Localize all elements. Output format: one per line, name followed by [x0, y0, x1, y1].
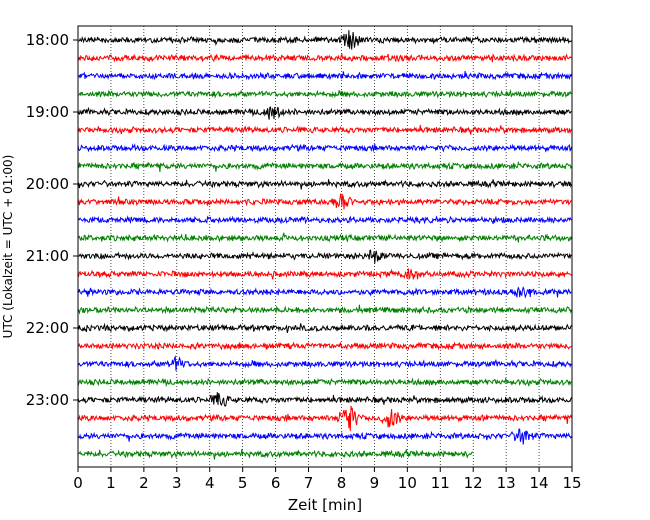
x-tick-label: 9: [370, 474, 380, 492]
trace-line: [77, 106, 572, 120]
trace-line: [77, 322, 572, 334]
trace-line: [77, 142, 572, 153]
trace-line: [77, 355, 572, 371]
trace-line: [77, 52, 572, 63]
trace-line: [77, 286, 572, 299]
y-axis-label: UTC (Lokalzeit = UTC + 01:00): [1, 155, 15, 339]
x-tick-label: 0: [73, 474, 83, 492]
trace-line: [77, 449, 474, 460]
x-tick-label: 6: [271, 474, 281, 492]
trace-line: [77, 377, 572, 388]
plot-frame: [77, 25, 573, 468]
x-tick-label: 11: [431, 474, 450, 492]
trace-line: [77, 124, 572, 135]
trace-line: [77, 71, 572, 81]
x-tick-label: 13: [497, 474, 516, 492]
trace-line: [77, 341, 572, 351]
y-tick-label: 20:00: [26, 175, 69, 193]
trace-line: [77, 192, 572, 210]
x-tick-label: 2: [139, 474, 149, 492]
trace-line: [77, 428, 572, 445]
x-tick-label: 14: [530, 474, 549, 492]
y-axis: 18:00 19:00 20:00 21:00 22:00 23:00: [26, 31, 78, 409]
x-tick-label: 8: [337, 474, 347, 492]
trace-line: [77, 89, 572, 99]
trace-line: [77, 179, 572, 190]
y-tick-label: 21:00: [26, 247, 69, 265]
trace-line: [77, 30, 572, 50]
x-tick-label: 12: [464, 474, 483, 492]
y-tick-label: 23:00: [26, 391, 69, 409]
x-tick-label: 15: [562, 474, 581, 492]
y-tick-label: 22:00: [26, 319, 69, 337]
x-tick-label: 3: [172, 474, 182, 492]
trace-line: [77, 405, 572, 432]
x-tick-label: 10: [398, 474, 417, 492]
y-tick-label: 18:00: [26, 31, 69, 49]
y-tick-label: 19:00: [26, 103, 69, 121]
x-tick-label: 1: [106, 474, 116, 492]
trace-line: [77, 215, 572, 225]
trace-group: [77, 30, 572, 460]
x-tick-label: 7: [304, 474, 314, 492]
x-axis: 0 1 2 3 4 5 6 7 8 9 10 11 12 13 14 15: [73, 467, 582, 492]
x-axis-label: Zeit [min]: [288, 496, 362, 514]
trace-line: [77, 392, 572, 407]
trace-line: [77, 231, 572, 243]
trace-line: [77, 249, 572, 264]
trace-line: [77, 268, 572, 281]
x-tick-label: 5: [238, 474, 248, 492]
x-tick-label: 4: [205, 474, 215, 492]
trace-line: [77, 160, 572, 172]
trace-line: [77, 304, 572, 315]
